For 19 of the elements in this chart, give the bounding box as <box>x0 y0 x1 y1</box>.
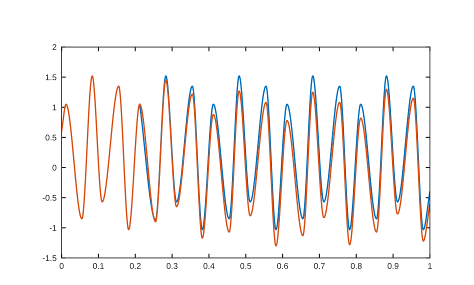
x-tick-label: 0.2 <box>130 263 141 269</box>
x-tick-label: 0.9 <box>388 263 398 269</box>
y-tick-label: 1.5 <box>46 74 56 80</box>
y-tick-label: -1.5 <box>42 255 56 262</box>
x-tick-label: 1 <box>428 263 432 269</box>
x-tick-label: 0.3 <box>166 263 178 269</box>
y-tick-label: -1 <box>50 225 56 231</box>
y-tick-label: 0.5 <box>46 134 56 141</box>
x-tick-label: 0.5 <box>240 263 252 269</box>
y-tick-label: 0 <box>52 164 56 171</box>
y-tick-label: 1 <box>52 104 56 110</box>
y-tick-label: 2 <box>52 44 56 50</box>
x-tick-label: 0.7 <box>314 263 325 269</box>
x-tick-label: 0.8 <box>350 263 362 269</box>
x-tick-label: 0 <box>60 263 64 269</box>
x-tick-label: 0.1 <box>92 263 104 269</box>
x-tick-label: 0.6 <box>277 263 288 269</box>
x-tick-label: 0.4 <box>203 263 214 269</box>
y-tick-label: -0.5 <box>42 194 56 201</box>
